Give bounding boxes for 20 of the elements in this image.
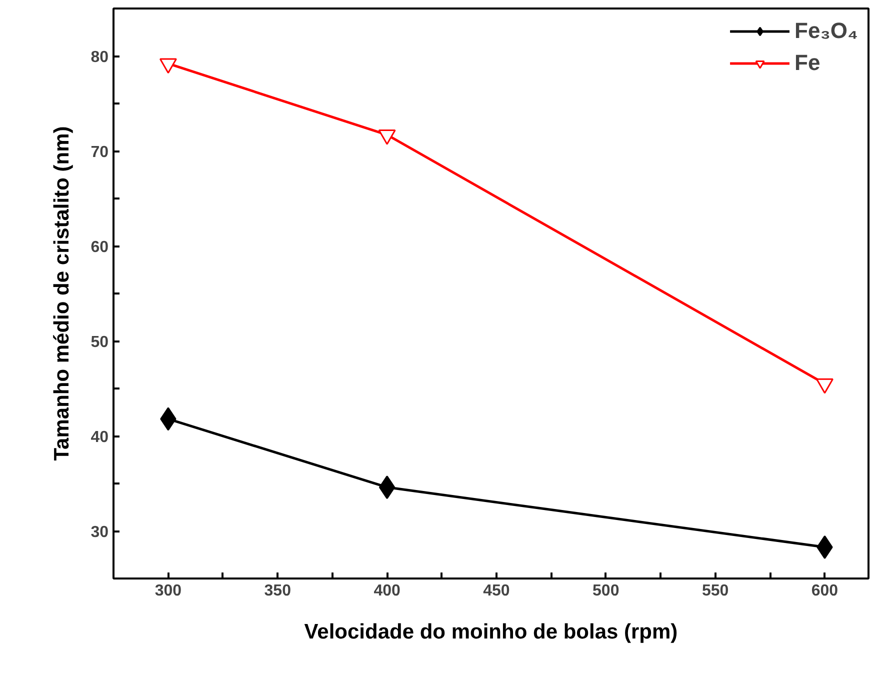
- y-tick-label: 80: [90, 49, 109, 66]
- x-tick-label: 500: [592, 582, 620, 600]
- y-tick-label: 40: [90, 429, 109, 446]
- x-tick-label: 350: [264, 582, 292, 600]
- point: [159, 58, 177, 74]
- y-tick-label: 70: [90, 144, 109, 161]
- x-tick-label: 400: [374, 582, 400, 600]
- y-axis-title: Tamanho médio de cristalito (nm): [50, 126, 74, 461]
- y-tick-label: 50: [90, 334, 109, 351]
- x-tick-label: 600: [811, 582, 838, 600]
- y-tick-label: 30: [90, 524, 109, 541]
- x-tick-label: 550: [702, 582, 729, 600]
- legend-label: Fe₃O₄: [794, 18, 858, 44]
- x-tick-label: 450: [483, 582, 510, 600]
- legend-label: Fe: [794, 50, 820, 76]
- x-tick-label: 300: [154, 582, 182, 600]
- point: [378, 129, 396, 145]
- x-axis-title: Velocidade do moinho de bolas (rpm): [304, 620, 678, 644]
- y-tick-label: 60: [90, 239, 109, 256]
- point: [378, 476, 396, 500]
